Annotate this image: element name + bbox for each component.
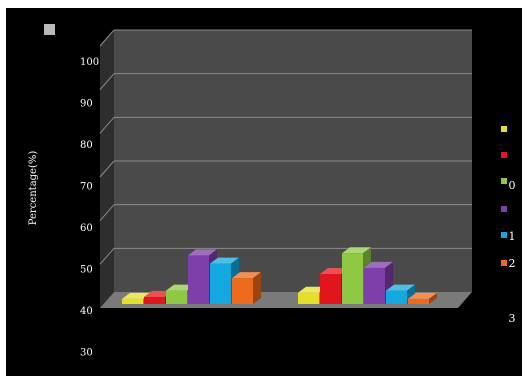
- y-tick-label: 60: [80, 223, 93, 234]
- corner-marker: [44, 24, 55, 35]
- legend-label: 1: [509, 230, 516, 243]
- legend-swatch: [501, 232, 507, 238]
- bar: [232, 272, 261, 304]
- gridline-side: [99, 117, 115, 134]
- gridline-side: [99, 73, 115, 90]
- legend-swatch: [501, 178, 507, 184]
- legend-swatch: [501, 152, 507, 158]
- y-axis-label: Percentage(%): [28, 151, 39, 226]
- gridline-side: [99, 29, 115, 47]
- bars: [122, 247, 437, 304]
- legend-label: 0: [509, 179, 516, 192]
- gridline-side: [99, 160, 115, 178]
- legend-label: 3: [509, 312, 516, 325]
- legend: 0 1 2 3: [501, 126, 516, 325]
- legend-swatch: [501, 206, 507, 212]
- bar: [408, 292, 437, 304]
- y-tick-label: 90: [80, 99, 93, 110]
- y-axis-ticks: 100 90 80 70 60 50 40 30: [80, 57, 99, 359]
- y-tick-label: 50: [80, 265, 93, 276]
- legend-swatch: [501, 126, 507, 132]
- gridline-side: [99, 204, 115, 221]
- y-tick-label: 70: [80, 182, 93, 193]
- bar-chart-3d: 100 90 80 70 60 50 40 30 Percentage(%) 0 1 2 3: [28, 24, 516, 359]
- y-tick-label: 80: [80, 140, 93, 151]
- chart-frame: 100 90 80 70 60 50 40 30 Percentage(%) 0 1 2 3: [6, 8, 522, 376]
- chart-walls: [100, 30, 472, 308]
- y-tick-label: 40: [80, 306, 93, 317]
- y-tick-label: 30: [80, 348, 93, 359]
- legend-swatch: [501, 260, 507, 266]
- legend-label: 2: [509, 257, 516, 270]
- gridlines: [99, 29, 472, 265]
- gridline-side: [99, 248, 115, 265]
- y-tick-label: 100: [80, 57, 99, 68]
